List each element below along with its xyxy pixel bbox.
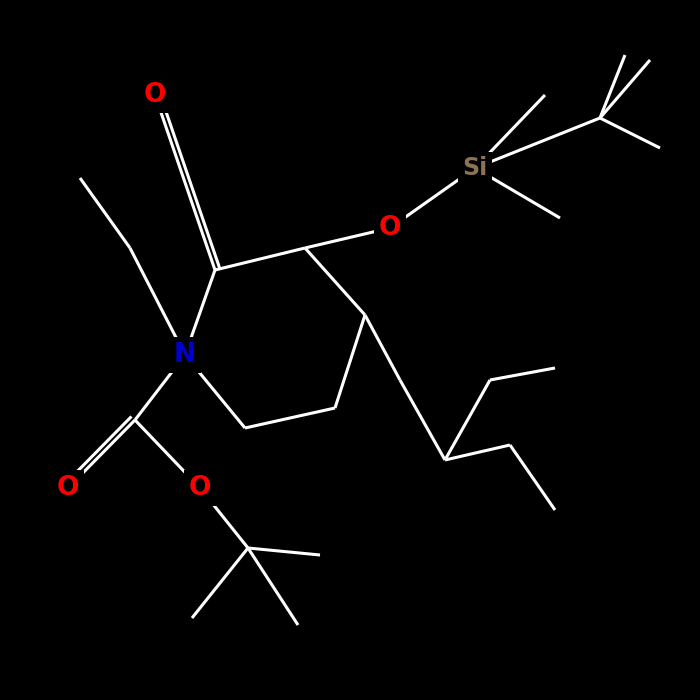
Text: Si: Si — [463, 156, 488, 180]
Text: O: O — [189, 475, 211, 501]
Text: O: O — [57, 475, 79, 501]
Text: O: O — [379, 215, 401, 241]
Text: O: O — [144, 82, 167, 108]
Text: N: N — [174, 342, 196, 368]
